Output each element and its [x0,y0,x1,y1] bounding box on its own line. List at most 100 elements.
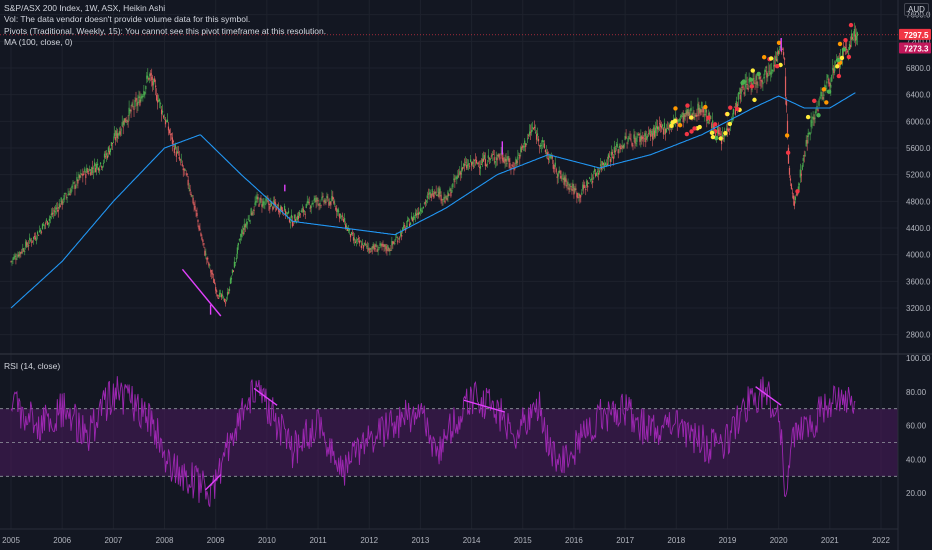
ma-label[interactable]: MA (100, close, 0) [4,36,73,47]
candle-body [254,202,256,206]
divergence-lines [181,38,782,491]
candle-body [549,155,551,158]
candle-body [250,208,252,216]
rsi-title[interactable]: RSI (14, close) [4,361,61,371]
candle-body [554,162,556,167]
candle-body [668,126,671,128]
candle-body [84,168,86,173]
candle-body [659,124,662,128]
pivot-dot [677,123,683,128]
pivot-dot [837,41,843,47]
candle-body [426,195,428,199]
candle-body [745,80,747,83]
candle-body [68,193,70,195]
candle-body [501,154,503,159]
ma-price-tag [899,42,931,54]
time-tick-label: 2018 [667,536,685,545]
candle-body [83,173,85,175]
candle-body [470,162,473,166]
candle-body [775,56,777,61]
candle-body [300,210,302,213]
time-tick-label: 2006 [53,536,71,545]
candle-body [178,156,180,159]
candle-body [127,120,129,123]
candle-body [168,130,171,134]
candle-body [159,99,161,102]
candle-body [853,29,856,37]
candle-body [445,196,447,199]
candle-body [616,143,618,147]
candle-body [48,218,50,221]
candle-body [515,158,517,164]
candle-body [371,250,373,252]
candle-body [597,172,600,175]
candle-body [173,147,175,154]
candle-body [108,150,111,155]
candle-body [478,167,481,168]
candle-body [733,106,735,108]
candle-body [198,226,200,230]
candle-body [58,203,60,209]
currency-badge[interactable]: AUD [904,3,929,16]
candle-body [246,222,248,225]
candle-body [640,135,642,141]
candle-body [653,127,655,135]
candle-body [624,136,626,140]
candle-body [461,167,463,173]
candle-body [848,43,851,50]
candle-body [249,220,251,222]
candle-body [847,53,850,55]
candle-body [305,203,307,209]
candle-body [528,135,530,136]
candle-body [75,186,77,189]
candle-body [480,163,483,165]
candle-body [797,186,799,192]
candle-body [60,197,62,203]
pivot-dot [706,115,711,120]
candle-body [406,225,408,228]
candle-body [593,177,595,179]
candle-body [471,162,474,165]
candle-body [77,180,79,184]
candle-body [482,158,484,162]
symbol-title[interactable]: S&P/ASX 200 Index, 1W, ASX, Heikin Ashi [4,3,166,13]
candle-body [529,131,531,136]
candle-body [352,237,355,241]
candle-body [578,193,580,196]
candle-body [133,108,135,110]
candle-body [37,234,40,236]
time-axis[interactable]: 2005 2006 2007 2008 2009 2010 2011 2012 2013 2014… [2,536,890,545]
candle-body [631,142,633,146]
candle-body [142,96,144,98]
candle-body [91,167,93,173]
rsi-axis[interactable]: 100.00 80.00 60.00 40.00 20.00 [906,354,931,498]
time-tick-label: 2013 [412,536,430,545]
candle-body [771,69,773,72]
price-axis[interactable]: 7600.07200.06800.06400.06000.05600.05200… [906,11,931,340]
candle-body [63,195,65,200]
candle-body [401,234,403,237]
candle-body [128,107,130,116]
candle-body [808,133,810,134]
candle-body [782,52,785,56]
candle-body [548,156,550,158]
candle-body [830,84,832,88]
candle-body [521,146,523,148]
candle-body [824,84,826,89]
candle-body [531,129,533,133]
candle-body [319,202,321,205]
candle-body [444,200,446,203]
candle-body [449,188,451,192]
candle-body [658,123,661,125]
candle-body [530,131,532,133]
candle-body [544,149,547,153]
candle-body [155,85,157,88]
candle-body [192,197,194,204]
candle-body [465,161,467,163]
candle-body [182,168,184,171]
candle-body [262,201,264,206]
time-tick-label: 2012 [360,536,378,545]
candle-body [615,148,617,150]
candle-body [333,201,335,204]
